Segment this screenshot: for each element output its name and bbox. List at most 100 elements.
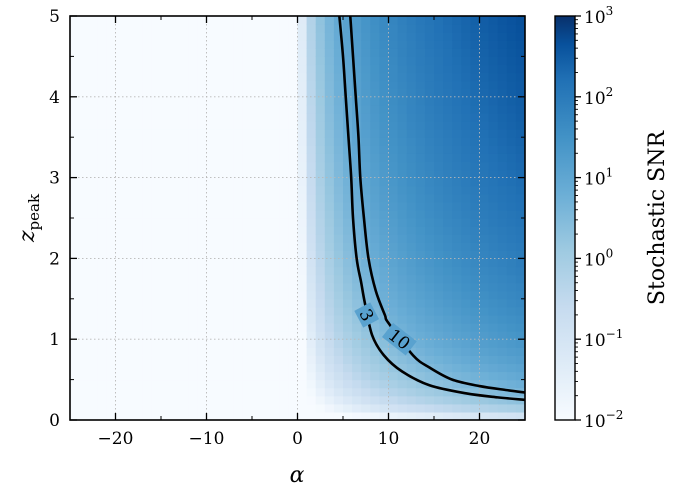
heatmap-cell [506, 258, 517, 268]
heatmap-cell [443, 411, 453, 420]
heatmap-cell [452, 32, 462, 41]
heatmap-cell [252, 24, 262, 33]
heatmap-cell [233, 80, 244, 90]
heatmap-cell [470, 371, 481, 381]
heatmap-cell [124, 161, 135, 171]
heatmap-cell [151, 266, 162, 276]
heatmap-cell [343, 153, 353, 163]
heatmap-cell [488, 387, 499, 397]
heatmap-cell [279, 201, 289, 211]
heatmap-cell [142, 32, 153, 41]
heatmap-cell [434, 395, 444, 405]
heatmap-cell [161, 323, 171, 332]
heatmap-cell [452, 88, 462, 98]
heatmap-cell [206, 314, 217, 324]
heatmap-cell [397, 40, 408, 49]
heatmap-cell [352, 145, 362, 154]
heatmap-cell [133, 218, 144, 227]
heatmap-cell [470, 80, 481, 90]
heatmap-cell [270, 355, 280, 365]
heatmap-cell [424, 411, 435, 420]
heatmap-cell [488, 88, 499, 98]
heatmap-cell [97, 234, 107, 243]
heatmap-cell [179, 331, 189, 340]
heatmap-cell [279, 72, 289, 82]
heatmap-cell [288, 80, 299, 90]
heatmap-cell [343, 209, 353, 219]
heatmap-cell [88, 355, 98, 365]
heatmap-cell [370, 64, 380, 74]
heatmap-cell [188, 411, 198, 420]
heatmap-cell [115, 193, 126, 203]
heatmap-cell [343, 347, 353, 356]
heatmap-cell [261, 323, 271, 332]
heatmap-cell [406, 56, 417, 66]
heatmap-cell [261, 153, 271, 163]
heatmap-cell [161, 161, 171, 171]
heatmap-cell [206, 80, 217, 90]
heatmap-cell [97, 177, 107, 187]
heatmap-cell [397, 371, 408, 381]
heatmap-cell [233, 226, 244, 235]
heatmap-cell [161, 185, 171, 195]
heatmap-cell [370, 209, 380, 219]
heatmap-cell [333, 32, 344, 41]
heatmap-cell [406, 72, 417, 82]
heatmap-cell [197, 32, 208, 41]
heatmap-cell [452, 137, 462, 146]
heatmap-cell [161, 112, 171, 122]
heatmap-cell [297, 193, 308, 203]
heatmap-cell [297, 40, 308, 49]
heatmap-cell [206, 201, 217, 211]
heatmap-cell [215, 104, 226, 114]
heatmap-cell [443, 16, 453, 25]
heatmap-cell [170, 403, 180, 413]
heatmap-cell [115, 64, 126, 74]
heatmap-cell [224, 226, 235, 235]
heatmap-cell [324, 40, 335, 49]
heatmap-cell [406, 323, 417, 332]
heatmap-cell [106, 201, 117, 211]
heatmap-cell [515, 226, 525, 235]
heatmap-cell [161, 355, 171, 365]
heatmap-cell [97, 331, 107, 340]
heatmap-cell [197, 88, 208, 98]
heatmap-cell [79, 363, 89, 373]
heatmap-cell [133, 153, 144, 163]
heatmap-cell [443, 185, 453, 195]
heatmap-cell [79, 258, 89, 268]
heatmap-cell [506, 121, 517, 130]
heatmap-cell [406, 88, 417, 98]
heatmap-cell [488, 24, 499, 33]
heatmap-cell [242, 72, 253, 82]
heatmap-cell [461, 153, 471, 163]
heatmap-cell [497, 40, 508, 49]
colorbar-tick-label: 10−2 [584, 408, 623, 432]
heatmap-cell [206, 193, 217, 203]
heatmap-cell [233, 145, 244, 154]
heatmap-cell [397, 201, 408, 211]
heatmap-cell [106, 371, 117, 381]
heatmap-cell [479, 153, 490, 163]
heatmap-cell [224, 88, 235, 98]
heatmap-cell [252, 250, 262, 259]
heatmap-cell [151, 88, 162, 98]
heatmap-cell [297, 56, 308, 66]
heatmap-cell [361, 64, 371, 74]
heatmap-cell [115, 331, 126, 340]
heatmap-cell [388, 104, 399, 114]
heatmap-cell [288, 64, 299, 74]
heatmap-cell [233, 234, 244, 243]
heatmap-cell [379, 395, 390, 405]
heatmap-cell [242, 331, 253, 340]
heatmap-cell [461, 411, 471, 420]
heatmap-cell [452, 177, 462, 187]
heatmap-cell [443, 153, 453, 163]
heatmap-cell [252, 290, 262, 300]
heatmap-cell [215, 306, 226, 316]
heatmap-cell [270, 242, 280, 251]
heatmap-cell [215, 96, 226, 106]
heatmap-cell [443, 64, 453, 74]
heatmap-cell [151, 226, 162, 235]
heatmap-cell [333, 112, 344, 122]
